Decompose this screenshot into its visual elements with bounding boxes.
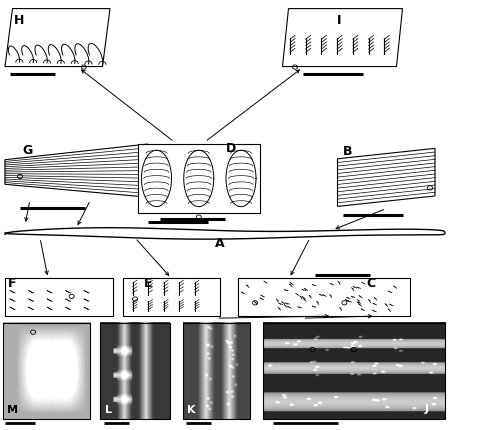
Text: B: B — [342, 145, 352, 158]
Text: H: H — [14, 14, 24, 28]
Text: G: G — [22, 144, 32, 157]
Text: E: E — [144, 276, 152, 289]
Text: K: K — [188, 405, 196, 415]
Text: J: J — [425, 403, 429, 414]
Bar — [100, 322, 170, 419]
Polygon shape — [5, 144, 148, 197]
Text: D: D — [226, 142, 236, 155]
Text: F: F — [8, 276, 16, 289]
Text: M: M — [8, 405, 18, 415]
Bar — [138, 144, 260, 213]
Bar — [2, 322, 90, 419]
Text: C: C — [367, 276, 376, 289]
Text: A: A — [215, 237, 224, 250]
Polygon shape — [338, 148, 435, 206]
Bar — [262, 322, 445, 419]
Bar — [122, 278, 220, 316]
Text: I: I — [336, 14, 341, 28]
Bar — [238, 278, 410, 316]
Bar — [182, 322, 250, 419]
Polygon shape — [5, 9, 110, 67]
Polygon shape — [282, 9, 403, 67]
Text: L: L — [105, 405, 112, 415]
Bar — [5, 278, 112, 316]
